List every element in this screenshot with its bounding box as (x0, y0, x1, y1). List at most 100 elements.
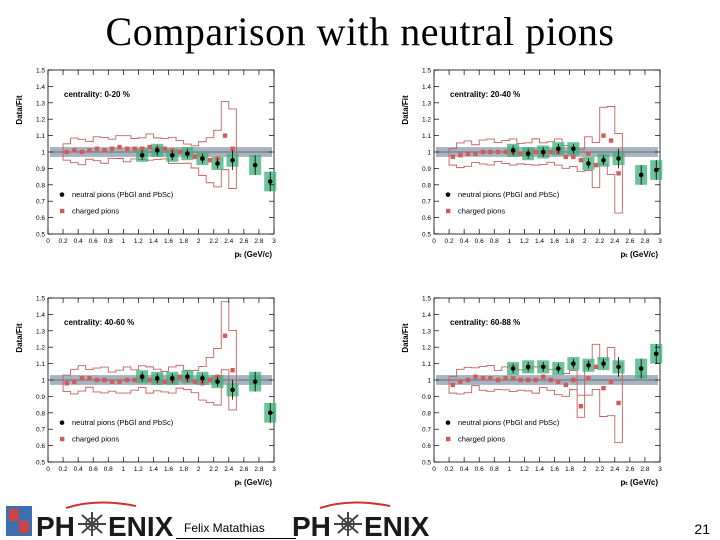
neutral-pion-point (154, 148, 160, 153)
x-tick-label: 1.6 (164, 238, 173, 245)
charged-pion-point (222, 133, 228, 138)
y-tick-label: 1 (427, 150, 431, 157)
neutral-pion-point (154, 376, 160, 381)
charged-pion-point (207, 158, 213, 163)
y-tick-label: 0.5 (422, 460, 431, 467)
neutral-pion-point (230, 387, 235, 393)
neutral-pion-point (556, 146, 561, 152)
legend-charged-marker (60, 208, 65, 214)
x-tick-label: 1 (122, 238, 126, 245)
charged-pion-point (132, 146, 137, 151)
charged-pion-point (518, 377, 523, 383)
neutral-pion-point (525, 151, 531, 156)
y-axis-label: Data/Fit (401, 95, 410, 125)
x-tick-label: 0.8 (104, 466, 113, 473)
x-tick-label: 1 (508, 238, 512, 245)
y-tick-label: 1.4 (36, 312, 45, 319)
legend-neutral-marker (445, 420, 451, 425)
charged-pion-point (192, 379, 198, 384)
x-tick-label: 0.6 (475, 466, 484, 473)
neutral-pion-point (525, 364, 531, 370)
x-tick-label: 1.8 (179, 238, 188, 245)
charged-pion-point (571, 377, 576, 383)
y-tick-label: 1.3 (422, 328, 431, 335)
y-axis-label: Data/Fit (15, 323, 24, 353)
y-tick-label: 0.9 (36, 394, 45, 401)
neutral-pion-point (215, 161, 220, 166)
legend-charged-marker (446, 208, 451, 214)
x-axis-label: pₜ (GeV/c) (621, 250, 659, 259)
charged-pion-point (102, 377, 107, 383)
y-tick-label: 1.5 (422, 68, 431, 75)
x-tick-label: 3 (658, 238, 662, 245)
neutral-pion-point (510, 366, 516, 371)
charged-pion-point (510, 376, 516, 381)
x-tick-label: 2.6 (625, 238, 634, 245)
y-tick-label: 0.5 (422, 232, 431, 239)
x-tick-label: 1.4 (535, 466, 544, 473)
slide-title: Comparison with neutral pions (105, 9, 615, 54)
charged-pion-point (450, 154, 456, 160)
charged-pion-point (488, 149, 493, 155)
charged-pion-point (64, 381, 70, 386)
x-tick-label: 2.4 (610, 238, 619, 245)
charged-pion-point (147, 377, 152, 383)
charged-pion-point (94, 377, 100, 383)
y-tick-label: 1 (427, 378, 431, 385)
charged-pion-point (586, 151, 591, 156)
charged-pion-point (593, 364, 599, 370)
charged-pion-point (102, 148, 107, 153)
x-tick-label: 2.2 (595, 466, 604, 473)
neutral-pion-point (586, 161, 591, 166)
charged-pion-point (450, 382, 456, 388)
y-tick-label: 1.2 (36, 117, 45, 124)
legend-charged-marker (446, 436, 451, 442)
y-axis-label: Data/Fit (401, 323, 410, 353)
charged-pion-point (215, 374, 220, 379)
y-tick-label: 1.3 (422, 100, 431, 107)
neutral-pion-point (200, 376, 205, 381)
legend-neutral-label: neutral pions (PbGl and PbSc) (72, 190, 174, 199)
charged-pion-point (117, 379, 122, 384)
charged-pion-point (541, 374, 546, 379)
x-tick-label: 1.2 (134, 238, 143, 245)
charged-pion-point (533, 377, 538, 383)
y-tick-label: 0.7 (422, 427, 431, 434)
y-tick-label: 1.4 (422, 84, 431, 91)
x-tick-label: 1.2 (520, 238, 529, 245)
page-number: 21 (694, 521, 710, 537)
charged-pion-point (72, 148, 77, 153)
neutral-pion-point (601, 361, 606, 366)
legend-charged-label: charged pions (72, 207, 119, 216)
charged-pion-point (222, 333, 228, 338)
legend-neutral-marker (59, 420, 65, 425)
y-tick-label: 1.2 (422, 117, 431, 124)
y-tick-label: 1 (41, 378, 45, 385)
charged-pion-point (162, 379, 167, 384)
x-tick-label: 1 (122, 466, 126, 473)
logo-text-enix: ENIX (108, 511, 174, 540)
x-tick-label: 2.8 (254, 238, 263, 245)
x-tick-label: 2 (583, 466, 587, 473)
chart-panel-0-20: 0.5 0.6 0.7 0.8 0.9 1 1.1 1.2 1.3 1.4 1.5 0 0.2 0.4 0.… (12, 64, 312, 269)
x-tick-label: 1.8 (179, 466, 188, 473)
charged-pion-point (458, 153, 463, 158)
charged-pion-point (177, 374, 183, 379)
legend-neutral-marker (59, 192, 65, 197)
charged-pion-point (117, 144, 122, 150)
y-tick-label: 0.9 (422, 166, 431, 173)
x-tick-label: 2.2 (209, 238, 218, 245)
neutral-pion-point (638, 172, 644, 178)
y-tick-label: 1.4 (36, 84, 45, 91)
x-tick-label: 0.2 (445, 238, 454, 245)
neutral-pion-point (267, 179, 273, 184)
phenix-shield-quarter (9, 509, 19, 521)
chart-20-40-svg: 0.5 0.6 0.7 0.8 0.9 1 1.1 1.2 1.3 1.4 1.5 0 0.2 0.4 0.… (401, 68, 663, 259)
charged-pion-point (563, 382, 569, 388)
charged-pion-point (64, 149, 70, 155)
phenix-shield-quarter (19, 521, 29, 533)
neutral-pion-point (252, 379, 258, 384)
y-tick-label: 0.8 (36, 410, 45, 417)
y-tick-label: 0.6 (36, 215, 45, 222)
x-tick-label: 1.8 (565, 238, 574, 245)
